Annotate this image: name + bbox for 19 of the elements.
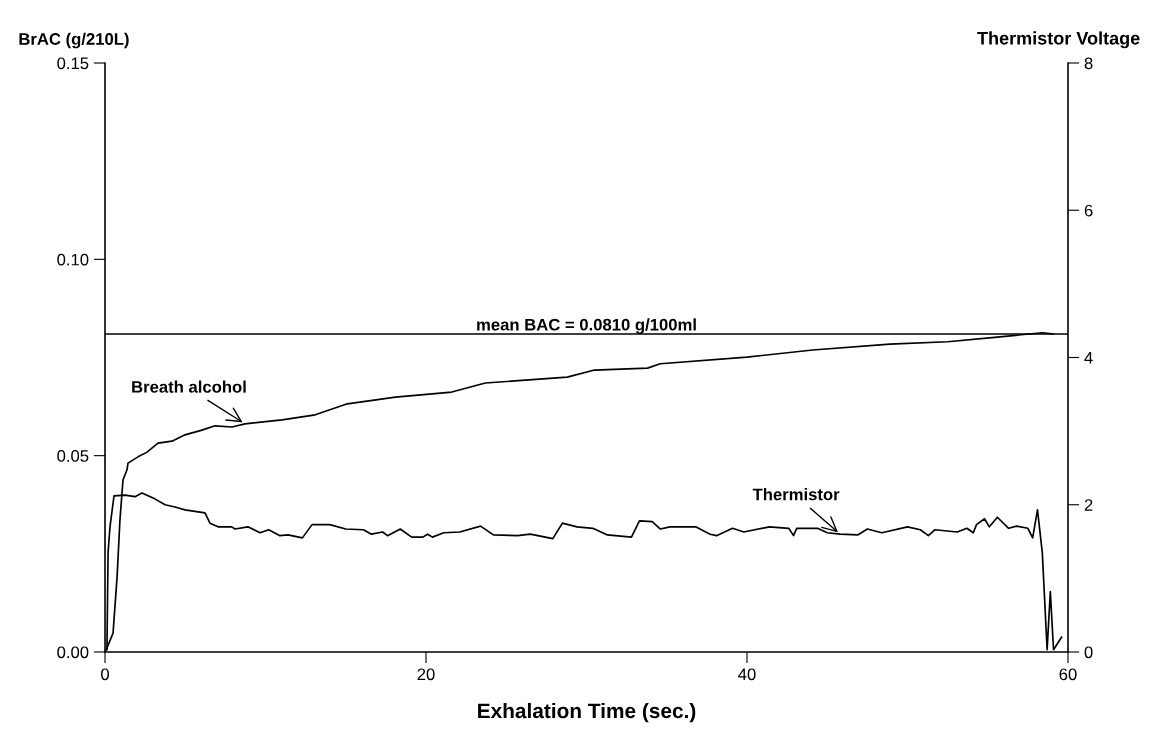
y2-tick-label: 8: [1084, 57, 1093, 70]
y-tick-label: 0.10: [57, 253, 89, 266]
y2-axis-title: Thermistor Voltage: [977, 31, 1140, 49]
x-tick-label: 40: [738, 668, 756, 681]
x-tick-label: 60: [1059, 668, 1077, 681]
x-tick-label: 0: [101, 668, 109, 681]
y2-tick-label: 0: [1084, 646, 1093, 659]
x-axis-title: Exhalation Time (sec.): [478, 702, 696, 723]
y2-tick-label: 4: [1084, 352, 1093, 364]
series-label: Thermistor: [752, 488, 840, 501]
series-label: Breath alcohol: [132, 380, 246, 393]
y-tick-label: 0.00: [57, 646, 89, 659]
x-tick-label: 20: [417, 668, 435, 681]
y2-tick-label: 2: [1084, 499, 1093, 511]
ref-line-label: mean BAC = 0.0810 g/100ml: [477, 318, 696, 334]
y2-tick-label: 6: [1084, 204, 1093, 217]
y-tick-label: 0.15: [57, 57, 89, 70]
y-tick-label: 0.05: [57, 450, 89, 462]
y-axis-title: BrAC (g/210L): [19, 32, 129, 49]
